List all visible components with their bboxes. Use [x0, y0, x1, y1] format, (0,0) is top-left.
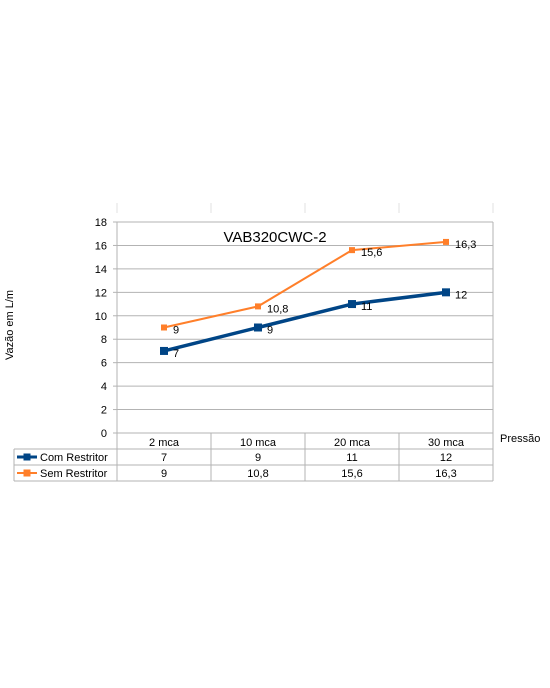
x-category-label: 20 mca	[334, 437, 371, 449]
x-category-label: 10 mca	[240, 437, 277, 449]
data-point	[348, 300, 356, 309]
y-tick-label: 2	[101, 405, 107, 417]
y-axis-label: Vazão em L/m	[4, 290, 16, 360]
data-label: 11	[361, 301, 372, 313]
data-label: 10,8	[267, 303, 288, 315]
data-label: 16,3	[455, 239, 476, 251]
legend-marker	[23, 453, 31, 461]
y-tick-label: 8	[101, 334, 107, 346]
data-point	[254, 323, 262, 332]
table-cell-value: 10,8	[247, 468, 268, 480]
legend-marker	[23, 469, 31, 477]
table-cell-value: 12	[440, 452, 452, 464]
data-label: 9	[173, 325, 179, 337]
table-cell-value: 9	[255, 452, 261, 464]
data-point	[160, 346, 168, 355]
x-category-label: 2 mca	[149, 437, 180, 449]
y-tick-label: 4	[101, 381, 107, 393]
y-tick-label: 0	[101, 428, 107, 440]
series-line	[163, 290, 447, 353]
data-point	[349, 247, 355, 254]
data-point	[443, 238, 449, 245]
table-cell-value: 16,3	[435, 468, 456, 480]
axes: 0 2 4 6 8 10 12 14 16 18	[95, 217, 494, 440]
x-axis-label: Pressão	[500, 433, 540, 445]
data-table: 2 mca 10 mca 20 mca 30 mca Com Restritor 7 9 11…	[13, 433, 494, 482]
table-cell-value: 7	[161, 452, 167, 464]
y-tick-label: 18	[95, 217, 107, 229]
table-cell-value: 9	[161, 468, 167, 480]
series-layer: 9 10,8 15,6 16,3 7 9 11 12	[160, 238, 476, 360]
data-point	[442, 288, 450, 297]
table-cell-value: 11	[346, 452, 357, 464]
legend-label: Com Restritor	[40, 452, 108, 464]
data-label: 12	[455, 289, 467, 301]
data-point	[161, 324, 167, 331]
y-tick-label: 16	[95, 240, 107, 252]
table-cell-value: 15,6	[341, 468, 362, 480]
series-line	[163, 240, 447, 329]
y-tick-label: 10	[95, 311, 107, 323]
data-label: 9	[267, 325, 273, 337]
data-label: 7	[173, 348, 179, 360]
legend-label: Sem Restritor	[40, 468, 108, 480]
y-tick-label: 14	[95, 264, 107, 276]
data-label: 15,6	[361, 247, 382, 259]
y-tick-label: 12	[95, 287, 107, 299]
x-category-label: 30 mca	[428, 437, 465, 449]
data-point	[255, 303, 261, 310]
y-tick-label: 6	[101, 358, 107, 370]
chart-title: VAB320CWC-2	[223, 229, 326, 246]
